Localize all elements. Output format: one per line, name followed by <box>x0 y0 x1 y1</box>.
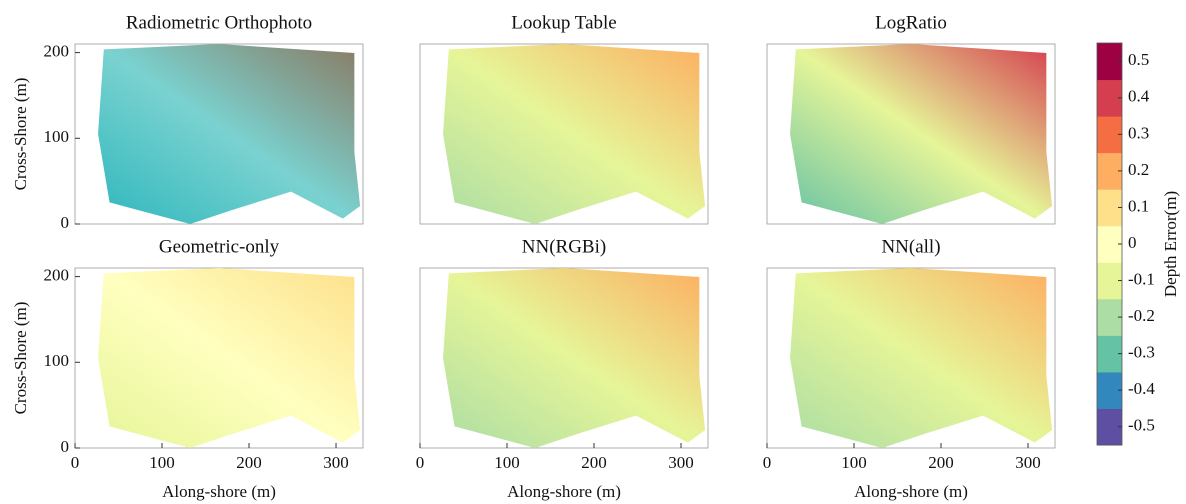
x-axis-label: Along-shore (m) <box>854 482 968 501</box>
x-tick-label: 300 <box>1015 453 1041 472</box>
y-tick-label: 200 <box>44 265 70 284</box>
colorbar-band <box>1097 335 1122 373</box>
panel-title: LogRatio <box>875 12 947 33</box>
map-image <box>98 44 361 224</box>
colorbar-tick-label: 0.3 <box>1128 123 1149 142</box>
x-tick-label: 0 <box>71 453 80 472</box>
colorbar-band <box>1097 152 1122 190</box>
map-image <box>443 44 706 224</box>
x-tick-label: 100 <box>149 453 175 472</box>
x-tick-label: 300 <box>323 453 349 472</box>
colorbar-band <box>1097 225 1122 263</box>
x-tick-label: 300 <box>668 453 694 472</box>
colorbar-tick-label: -0.2 <box>1128 306 1155 325</box>
colorbar-tick-label: 0.5 <box>1128 50 1149 69</box>
x-tick-label: 200 <box>581 453 607 472</box>
y-tick-label: 0 <box>61 213 70 232</box>
y-tick-label: 100 <box>44 127 70 146</box>
map-image <box>443 268 706 448</box>
colorbar-tick-label: 0.1 <box>1128 196 1149 215</box>
colorbar-tick-label: 0.4 <box>1128 87 1150 106</box>
colorbar-band <box>1097 43 1122 81</box>
y-tick-label: 200 <box>44 41 70 60</box>
x-tick-label: 0 <box>763 453 772 472</box>
map-image <box>790 268 1053 448</box>
colorbar-tick-label: -0.4 <box>1128 379 1155 398</box>
x-axis-label: Along-shore (m) <box>507 482 621 501</box>
colorbar-band <box>1097 189 1122 227</box>
colorbar-band <box>1097 116 1122 154</box>
colorbar-band <box>1097 298 1122 336</box>
map-image <box>790 44 1053 224</box>
y-axis-label: Cross-Shore (m) <box>11 78 30 191</box>
panel-title: NN(all) <box>881 236 940 257</box>
colorbar-tick-label: 0 <box>1128 233 1137 252</box>
colorbar-band <box>1097 408 1122 446</box>
colorbar-band <box>1097 262 1122 300</box>
colorbar-band <box>1097 371 1122 409</box>
colorbar-label: Depth Error(m) <box>1161 191 1180 297</box>
x-tick-label: 100 <box>841 453 867 472</box>
panel-title: NN(RGBi) <box>522 236 606 257</box>
panel-title: Lookup Table <box>511 12 616 33</box>
colorbar-tick-label: -0.5 <box>1128 416 1155 435</box>
y-tick-label: 100 <box>44 351 70 370</box>
y-axis-label: Cross-Shore (m) <box>11 302 30 415</box>
x-axis-label: Along-shore (m) <box>162 482 276 501</box>
colorbar-tick-label: 0.2 <box>1128 160 1149 179</box>
panel-title: Geometric-only <box>159 236 280 257</box>
map-image <box>98 268 361 448</box>
panel-title: Radiometric Orthophoto <box>126 12 312 33</box>
colorbar-tick-label: -0.1 <box>1128 269 1155 288</box>
x-tick-label: 200 <box>236 453 262 472</box>
y-tick-label: 0 <box>61 437 70 456</box>
x-tick-label: 100 <box>494 453 520 472</box>
colorbar-band <box>1097 79 1122 117</box>
x-tick-label: 200 <box>928 453 954 472</box>
colorbar-tick-label: -0.3 <box>1128 343 1155 362</box>
x-tick-label: 0 <box>416 453 425 472</box>
